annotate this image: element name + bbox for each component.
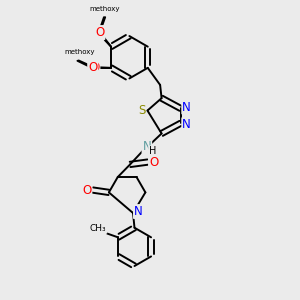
Text: N: N <box>142 140 151 153</box>
Text: O: O <box>95 26 104 39</box>
Text: O: O <box>88 61 98 74</box>
Text: methoxy: methoxy <box>64 49 94 55</box>
Text: H: H <box>149 146 156 156</box>
Text: O: O <box>94 27 103 40</box>
Text: O: O <box>90 61 100 74</box>
Text: N: N <box>182 118 191 131</box>
Text: N: N <box>182 100 191 113</box>
Text: O: O <box>82 184 92 196</box>
Text: S: S <box>138 104 145 117</box>
Text: CH₃: CH₃ <box>90 224 106 233</box>
Text: methoxy: methoxy <box>89 6 120 12</box>
Text: N: N <box>134 205 143 218</box>
Text: O: O <box>149 156 158 169</box>
